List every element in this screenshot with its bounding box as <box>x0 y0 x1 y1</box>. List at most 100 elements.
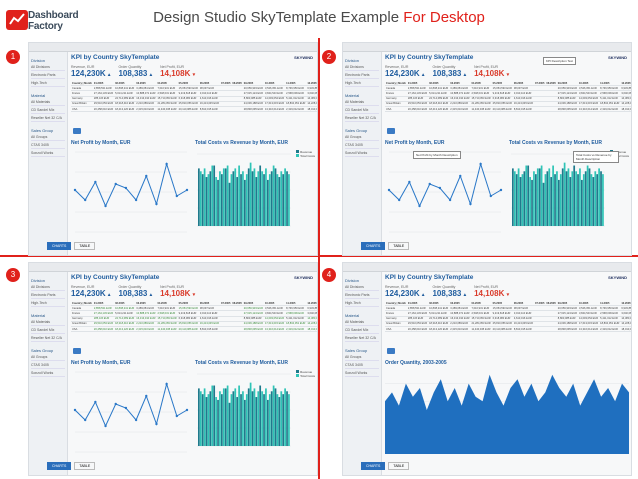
charts-button[interactable]: CHARTS <box>361 462 386 470</box>
bar[interactable] <box>236 397 239 446</box>
line-point[interactable] <box>165 382 168 386</box>
bar[interactable] <box>238 165 240 226</box>
bar[interactable] <box>242 171 244 226</box>
bar[interactable] <box>211 385 214 446</box>
table-header-cell[interactable]: 05.2005 <box>491 301 513 307</box>
bar[interactable] <box>236 177 239 226</box>
bar[interactable] <box>577 174 579 226</box>
table-header-cell[interactable]: 03.2005 <box>135 301 157 307</box>
table-header-cell[interactable]: 10.2005 <box>263 81 286 87</box>
charts-button[interactable]: CHARTS <box>361 242 386 250</box>
table-header-cell[interactable]: 03.2005 <box>449 81 471 87</box>
bar[interactable] <box>244 399 246 446</box>
bar[interactable] <box>582 174 585 226</box>
bar[interactable] <box>261 391 263 446</box>
table-row[interactable]: Canada 2,858,531 EUR 10,808,241 EUR 3,489,0… <box>71 305 317 312</box>
bar[interactable] <box>249 382 252 446</box>
sidebar-filter-item[interactable]: Sonzoll Works <box>31 371 65 377</box>
bar[interactable] <box>217 399 219 446</box>
line-point[interactable] <box>124 406 128 410</box>
bar[interactable] <box>213 385 216 446</box>
table-header-cell[interactable]: 05.2005 <box>491 81 513 87</box>
line-point[interactable] <box>459 174 462 178</box>
table-row[interactable]: Canada 2,858,531 EUR 10,808,241 EUR 3,489,0… <box>71 85 317 92</box>
bar[interactable] <box>513 171 516 226</box>
sidebar-filter-item[interactable]: Reseller Net 32 C/A <box>345 116 379 122</box>
table-header-cell[interactable]: 06.2005 <box>198 301 221 307</box>
table-header-cell[interactable]: 03.2005 <box>449 301 471 307</box>
table-header-cell[interactable]: 04.2005 <box>470 81 492 87</box>
bar[interactable] <box>265 388 267 446</box>
bar[interactable] <box>536 168 539 226</box>
table-header-cell[interactable]: 09.2005 <box>556 81 578 87</box>
bar[interactable] <box>253 168 256 226</box>
table-header-cell[interactable]: 07.2005 <box>534 81 546 87</box>
bar[interactable] <box>288 174 290 226</box>
table-row[interactable]: USA 20,458,010 EUR 18,413,120 EUR 2,315,010… <box>385 106 631 113</box>
sidebar-filter-item[interactable]: High-Tech <box>345 301 379 307</box>
sidebar-filter-item[interactable]: All Materials <box>345 100 379 106</box>
line-point[interactable] <box>155 422 158 426</box>
bar[interactable] <box>533 171 535 226</box>
table-row[interactable]: France 27,164,133 EUR 5,014,211 EUR 10,888,… <box>71 310 317 317</box>
table-header-cell[interactable]: 08.2005 <box>231 81 243 87</box>
table-header-cell[interactable]: 08.2005 <box>545 81 557 87</box>
sidebar-filter-item[interactable]: Sonzoll Works <box>31 151 65 157</box>
bar[interactable] <box>215 397 217 446</box>
bar[interactable] <box>224 168 227 226</box>
line-point[interactable] <box>124 186 128 190</box>
bar[interactable] <box>255 177 258 226</box>
bar[interactable] <box>201 394 204 446</box>
table-header-cell[interactable]: 02.2005 <box>428 301 450 307</box>
sidebar-filter-item[interactable]: High-Tech <box>31 301 65 307</box>
bar[interactable] <box>240 394 242 446</box>
bar[interactable] <box>257 171 260 226</box>
bar[interactable] <box>554 174 556 226</box>
line-point[interactable] <box>94 180 97 184</box>
table-row[interactable]: USA 20,458,010 EUR 18,413,120 EUR 2,315,010… <box>71 106 317 113</box>
bar[interactable] <box>209 171 212 226</box>
sidebar-filter-item[interactable]: CTAS 3405 <box>31 143 65 149</box>
bar[interactable] <box>590 174 593 226</box>
bar[interactable] <box>519 177 522 226</box>
line-point[interactable] <box>145 394 148 398</box>
bar[interactable] <box>217 179 219 226</box>
bar[interactable] <box>232 171 235 226</box>
bar[interactable] <box>579 168 581 226</box>
sidebar-filter-item[interactable]: CD Sandel Mix <box>345 328 379 334</box>
bar[interactable] <box>234 168 237 226</box>
table-header-cell[interactable]: 10.2005 <box>263 301 286 307</box>
bar[interactable] <box>267 179 269 226</box>
table-header-cell[interactable]: 12.2005 <box>306 301 317 307</box>
line-point[interactable] <box>418 204 421 208</box>
sidebar-filter-item[interactable]: Reseller Net 32 C/A <box>345 336 379 342</box>
bar[interactable] <box>226 385 229 446</box>
bar[interactable] <box>594 171 597 226</box>
table-header-cell[interactable]: 07.2005 <box>534 301 546 307</box>
bar[interactable] <box>211 165 214 226</box>
table-row[interactable]: Great Britain 29,510,053 EUR 18,318,410 EU… <box>71 321 317 327</box>
bar[interactable] <box>265 168 267 226</box>
sidebar-filter-item[interactable]: All Groups <box>345 135 379 141</box>
bar[interactable] <box>274 388 277 446</box>
table-row[interactable]: USA 20,458,010 EUR 18,413,120 EUR 2,315,010… <box>385 326 631 333</box>
bar[interactable] <box>596 174 599 226</box>
line-point[interactable] <box>83 198 87 202</box>
line-point[interactable] <box>104 204 107 208</box>
bar[interactable] <box>228 402 231 446</box>
bar[interactable] <box>232 391 235 446</box>
line-point[interactable] <box>134 198 138 202</box>
table-button[interactable]: TABLE <box>74 242 96 250</box>
line-point[interactable] <box>94 400 97 404</box>
bar[interactable] <box>247 168 250 226</box>
bar[interactable] <box>542 182 545 226</box>
bar[interactable] <box>207 174 210 226</box>
bar[interactable] <box>222 388 225 446</box>
bar[interactable] <box>512 168 514 226</box>
bar[interactable] <box>205 397 208 446</box>
line-point[interactable] <box>155 202 158 206</box>
bar[interactable] <box>249 162 252 226</box>
bar[interactable] <box>278 397 281 446</box>
table-row[interactable]: USA 20,458,010 EUR 18,413,120 EUR 2,315,010… <box>71 326 317 333</box>
table-header-cell[interactable]: 09.2005 <box>556 301 578 307</box>
